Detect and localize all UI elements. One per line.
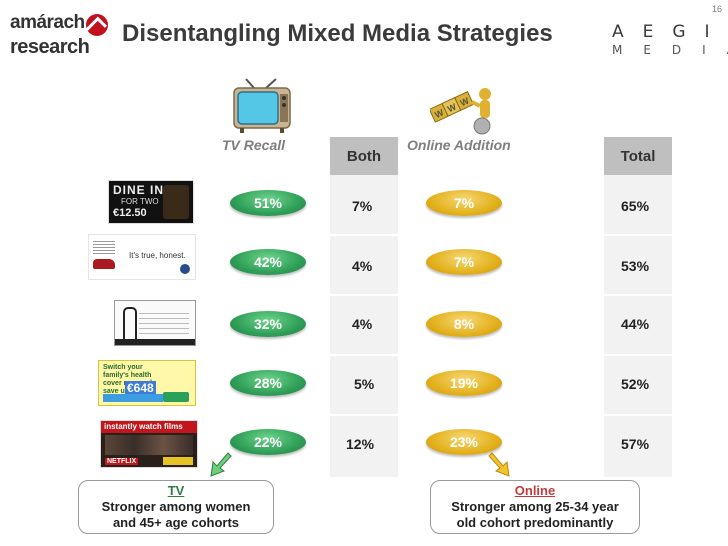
tv-callout-box: TV Stronger among women and 45+ age coho… (78, 480, 274, 534)
tv-icon (233, 78, 291, 133)
page-title: Disentangling Mixed Media Strategies (122, 20, 553, 47)
tv-recall-pill: 51% (230, 190, 306, 216)
ad-button (163, 392, 189, 402)
ad-text: DINE IN (113, 183, 165, 197)
online-addition-pill: 8% (426, 311, 502, 337)
both-header: Both (330, 137, 398, 175)
both-value: 4% (352, 258, 373, 274)
netflix-ad-thumbnail: instantly watch films NETFLIX (100, 420, 198, 468)
total-value: 57% (621, 436, 650, 452)
health-cover-ad-thumbnail: Switch your family's health cover now an… (98, 360, 196, 406)
online-addition-header: Online Addition (407, 137, 511, 153)
ad-copy-lines (93, 239, 115, 255)
total-value: 65% (621, 198, 650, 214)
both-value: 7% (352, 198, 373, 214)
ad-price: €648 (125, 381, 156, 395)
callout-line: and 45+ age cohorts (112, 515, 240, 530)
ad-image (105, 435, 193, 455)
aegis-media-logo: AEGIS MEDIA (612, 22, 728, 57)
logo-line-2: research (10, 36, 90, 58)
ad-text: FOR TWO (121, 197, 159, 206)
aegis-logo-line-1: AEGIS (612, 22, 728, 42)
callout-heading: Online (514, 483, 556, 498)
online-addition-pill: 7% (426, 249, 502, 275)
online-callout-box: Online Stronger among 25-34 year old coh… (430, 480, 640, 534)
callout-line: old cohort predominantly (456, 515, 614, 530)
figure-illustration (123, 307, 137, 341)
ad-text: €12.50 (113, 207, 147, 219)
page-number: 16 (711, 4, 722, 14)
vw-ad-thumbnail: It's true, honest. (88, 234, 196, 280)
ad-footer-bar (115, 339, 195, 345)
callout-line: Stronger among women (101, 499, 251, 514)
amarach-research-logo: amárach research (8, 10, 108, 62)
total-column (604, 137, 672, 477)
both-value: 4% (352, 316, 373, 332)
row-divider (330, 234, 398, 236)
tv-recall-pill: 28% (230, 370, 306, 396)
ad-copy-lines (139, 309, 189, 337)
row-divider (330, 414, 398, 416)
row-divider (604, 294, 672, 296)
callout-line: Stronger among 25-34 year (451, 499, 619, 514)
tv-recall-pill: 42% (230, 249, 306, 275)
fashion-ad-thumbnail (114, 300, 196, 346)
ad-text: instantly watch films (101, 421, 197, 433)
total-value: 53% (621, 258, 650, 274)
tv-recall-pill: 32% (230, 311, 306, 337)
row-divider (604, 414, 672, 416)
row-divider (330, 354, 398, 356)
online-callout-arrow-icon (488, 452, 510, 477)
both-value: 5% (354, 376, 375, 392)
tv-recall-header: TV Recall (222, 137, 286, 153)
www-icon: W W W (430, 88, 491, 135)
netflix-logo: NETFLIX (105, 458, 139, 465)
ad-text: It's true, honest. (129, 251, 186, 260)
aegis-logo-line-2: MEDIA (612, 43, 728, 57)
both-value: 12% (346, 436, 375, 452)
tv-recall-pill: 22% (230, 429, 306, 455)
logo-line-1: amárach (10, 12, 85, 33)
tv-callout-arrow-icon (210, 452, 232, 477)
ad-button (163, 457, 193, 465)
online-addition-pill: 19% (426, 370, 502, 396)
car-icon (93, 259, 115, 269)
both-column (330, 137, 398, 477)
vw-logo-icon (180, 264, 190, 274)
online-addition-pill: 23% (426, 429, 502, 455)
dine-in-ad-thumbnail: DINE IN FOR TWO €12.50 (108, 180, 194, 224)
row-divider (330, 294, 398, 296)
callout-heading: TV (167, 483, 185, 498)
logo-check-icon (86, 14, 108, 36)
row-divider (604, 354, 672, 356)
total-value: 44% (621, 316, 650, 332)
total-value: 52% (621, 376, 650, 392)
ad-footer-bar (103, 394, 163, 402)
total-header: Total (604, 137, 672, 175)
ad-image (163, 185, 189, 219)
row-divider (604, 234, 672, 236)
online-addition-pill: 7% (426, 190, 502, 216)
